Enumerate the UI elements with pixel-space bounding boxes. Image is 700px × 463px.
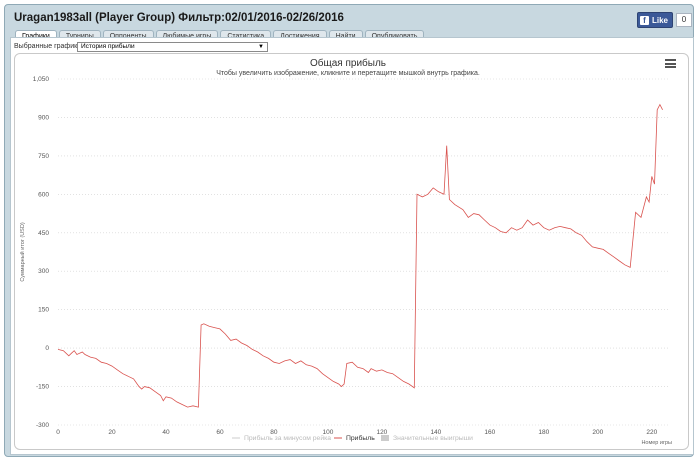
x-tick-label: 160 bbox=[484, 429, 495, 436]
x-tick-label: 40 bbox=[162, 429, 170, 436]
chart-selector-value: История прибыли bbox=[81, 43, 135, 50]
profit-series-line bbox=[57, 103, 663, 408]
y-tick-label: 450 bbox=[38, 230, 49, 237]
x-tick-label: 120 bbox=[376, 429, 387, 436]
y-tick-label: 0 bbox=[45, 345, 49, 352]
x-tick-label: 60 bbox=[216, 429, 224, 436]
x-tick-label: 220 bbox=[646, 429, 657, 436]
y-tick-label: 750 bbox=[38, 153, 49, 160]
y-tick-label: 1,050 bbox=[33, 76, 50, 83]
x-tick-label: 140 bbox=[430, 429, 441, 436]
chevron-down-icon: ▼ bbox=[258, 44, 264, 50]
chart-selector-dropdown[interactable]: История прибыли ▼ bbox=[77, 42, 268, 52]
chart-title: Общая прибыль bbox=[310, 57, 386, 69]
facebook-like-widget[interactable]: f Like 0 bbox=[637, 12, 693, 28]
legend-item[interactable]: Прибыль за минусом рейка bbox=[244, 434, 331, 442]
facebook-f-icon: f bbox=[640, 15, 649, 25]
y-tick-label: -150 bbox=[36, 384, 49, 391]
x-axis-label: Номер игры bbox=[641, 440, 672, 446]
y-tick-label: 300 bbox=[38, 268, 49, 275]
y-tick-label: 600 bbox=[38, 191, 49, 198]
x-tick-label: 80 bbox=[270, 429, 278, 436]
legend-item[interactable]: Значительные выигрыши bbox=[393, 435, 473, 442]
x-tick-label: 200 bbox=[592, 429, 603, 436]
legend-swatch bbox=[381, 435, 389, 441]
facebook-like-label: Like bbox=[652, 15, 669, 25]
chart-container[interactable] bbox=[14, 53, 689, 450]
y-tick-label: 900 bbox=[38, 114, 49, 121]
y-tick-label: 150 bbox=[38, 307, 49, 314]
hamburger-menu-icon[interactable] bbox=[665, 59, 676, 68]
chart-selector-label: Выбранные графики: bbox=[14, 43, 84, 50]
x-tick-label: 180 bbox=[538, 429, 549, 436]
charts-panel: Выбранные графики: История прибыли ▼ bbox=[10, 37, 694, 455]
y-axis-label: Суммарный итог (USD) bbox=[19, 222, 26, 281]
y-tick-label: -300 bbox=[36, 422, 49, 429]
x-tick-label: 20 bbox=[108, 429, 116, 436]
x-tick-label: 0 bbox=[56, 429, 60, 436]
facebook-like-count: 0 bbox=[676, 13, 693, 27]
facebook-like-button[interactable]: f Like bbox=[637, 12, 674, 28]
window-title: Uragan1983all (Player Group) Фильтр:02/0… bbox=[14, 12, 344, 24]
chart-subtitle: Чтобы увеличить изображение, кликните и … bbox=[216, 69, 480, 77]
legend-item[interactable]: Прибыль bbox=[346, 434, 375, 442]
x-tick-label: 100 bbox=[322, 429, 333, 436]
